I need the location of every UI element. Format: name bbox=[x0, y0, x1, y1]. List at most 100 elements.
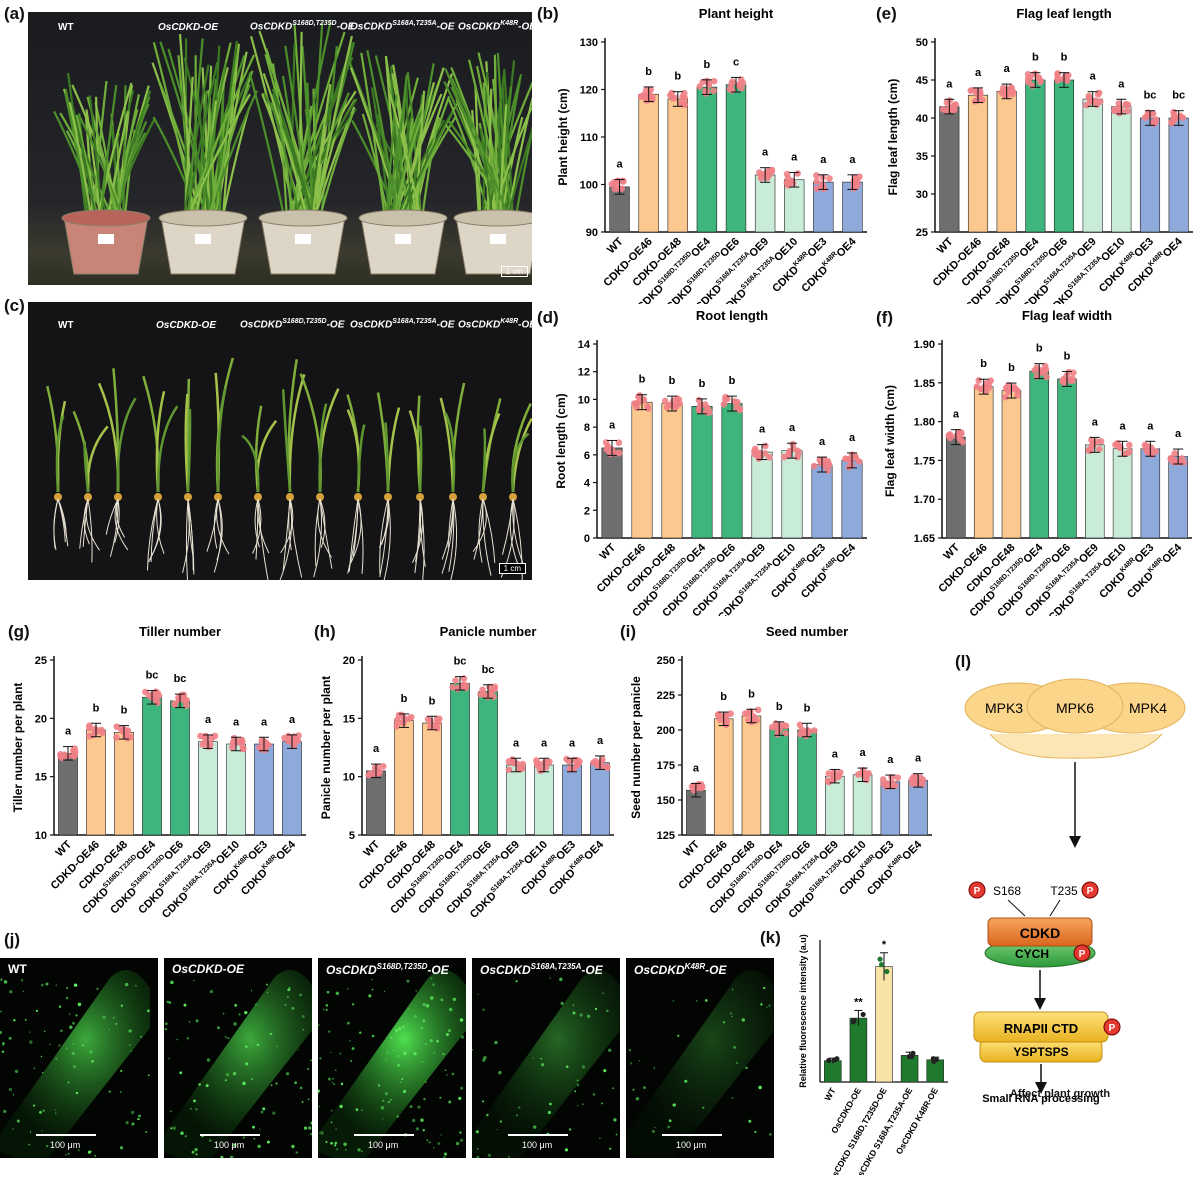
chart-e: Flag leaf length 25 30 35 40 45 50 Flag leaf le… bbox=[886, 6, 1193, 304]
fluorescent-spot bbox=[426, 1139, 429, 1141]
fluorescent-spot bbox=[343, 1142, 347, 1147]
root bbox=[257, 498, 269, 580]
label-c-k48r: OsCDKDK48R-OE bbox=[458, 318, 532, 331]
fluorescent-spot bbox=[476, 1155, 480, 1158]
fluorescent-spot bbox=[430, 977, 433, 980]
panel-letter-j: (j) bbox=[4, 930, 21, 949]
fluorescent-spot bbox=[396, 1115, 399, 1118]
fluorescent-spot bbox=[448, 1100, 452, 1104]
chart-e-point bbox=[1087, 96, 1094, 104]
fluorescent-spot bbox=[137, 1117, 140, 1121]
fluorescent-spot bbox=[430, 996, 434, 1000]
fluorescent-spot bbox=[318, 1105, 321, 1108]
fluorescent-spot bbox=[612, 1087, 614, 1090]
fluorescent-spot bbox=[287, 996, 289, 998]
fluorescent-spot bbox=[422, 1002, 426, 1006]
fluorescent-spot bbox=[69, 1025, 73, 1030]
p-s168-text: P bbox=[974, 886, 981, 897]
root bbox=[105, 498, 119, 535]
chart-d-ytick-label: 4 bbox=[584, 478, 591, 490]
root bbox=[254, 498, 260, 548]
fluorescent-spot bbox=[145, 1130, 148, 1133]
fluorescent-spot bbox=[55, 1057, 58, 1060]
fluorescent-spot bbox=[540, 1063, 545, 1067]
fluorescent-spot bbox=[549, 1102, 552, 1106]
fluorescent-spot bbox=[439, 1096, 442, 1099]
chart-f-ytick-label: 1.85 bbox=[914, 378, 935, 390]
fluorescent-spot bbox=[216, 1026, 221, 1030]
chart-g-point bbox=[61, 751, 68, 758]
chart-i-ytick-label: 225 bbox=[657, 690, 675, 702]
leaf-blade bbox=[297, 31, 303, 225]
chart-h-point bbox=[367, 770, 374, 777]
fluorescent-spot bbox=[487, 1153, 491, 1157]
panel-letter-e: (e) bbox=[876, 4, 897, 23]
chart-k-point bbox=[826, 1057, 832, 1064]
chart-d-sig-letter: a bbox=[789, 422, 796, 434]
chart-k-point bbox=[851, 1017, 857, 1024]
fluorescent-spot bbox=[667, 1125, 671, 1129]
fluorescent-spot bbox=[325, 1008, 328, 1012]
chart-d-point bbox=[661, 397, 669, 405]
fluorescent-spot bbox=[403, 1051, 407, 1056]
fluorescent-spot bbox=[386, 1051, 389, 1054]
fluorescent-spot bbox=[422, 1019, 426, 1023]
fluorescent-spot bbox=[380, 1106, 385, 1110]
chart-g-point bbox=[261, 746, 269, 754]
leaf-blade bbox=[493, 54, 499, 225]
leaf-blade bbox=[447, 97, 494, 225]
fluorescent-spot bbox=[355, 1108, 359, 1111]
chart-k-point bbox=[877, 956, 883, 962]
seedling-leaf bbox=[256, 419, 278, 493]
p-cych-circle bbox=[1073, 944, 1091, 962]
chart-b-sig-letter: b bbox=[704, 59, 711, 71]
chart-b-point bbox=[710, 77, 718, 85]
fluorescent-spot bbox=[733, 1046, 737, 1049]
chart-i-point bbox=[804, 727, 811, 734]
chart-d-point bbox=[851, 452, 859, 460]
root-tip-fluorescence bbox=[0, 970, 150, 1158]
label-a-s168a: OsCDKDS168A,T235A-OE bbox=[350, 20, 455, 33]
fluorescent-spot bbox=[532, 1125, 537, 1129]
chart-b-point bbox=[813, 177, 820, 185]
chart-h-bar-3 bbox=[450, 683, 470, 836]
fluorescent-spot bbox=[91, 1059, 94, 1063]
label-a-k48r: OsCDKDK48R-OE bbox=[458, 20, 532, 33]
chart-k-point bbox=[910, 1050, 916, 1056]
fluorescent-spot bbox=[440, 998, 444, 1002]
fluorescent-spot bbox=[330, 1121, 333, 1124]
fluorescent-spot bbox=[2, 1043, 5, 1046]
micro-oe: OsCDKD-OE 100 μm bbox=[164, 958, 312, 1158]
plants-illustration bbox=[53, 22, 532, 275]
chart-k-point bbox=[933, 1057, 940, 1063]
fluorescent-spot bbox=[415, 990, 418, 992]
chart-d-sig-letter: b bbox=[699, 378, 706, 390]
root bbox=[57, 498, 69, 547]
fluorescent-spot bbox=[684, 1079, 688, 1083]
fluorescent-spot bbox=[253, 1137, 256, 1140]
root bbox=[288, 498, 292, 551]
mpk3-label: MPK3 bbox=[985, 700, 1023, 716]
chart-e-point bbox=[950, 106, 958, 114]
chart-i-sig-letter: b bbox=[804, 702, 811, 714]
leaf-blade bbox=[312, 35, 353, 225]
fluorescent-spot bbox=[498, 1070, 502, 1075]
fluorescent-spot bbox=[135, 984, 137, 987]
fluorescent-spot bbox=[445, 1033, 449, 1037]
fluorescent-spot bbox=[339, 1052, 342, 1055]
fluorescent-spot bbox=[447, 1028, 452, 1033]
fluorescent-spot bbox=[318, 1024, 320, 1026]
chart-f-sig-letter: a bbox=[1119, 420, 1126, 432]
chart-b-point bbox=[671, 94, 679, 102]
chart-i-point bbox=[727, 710, 734, 718]
fluorescent-spot bbox=[29, 1031, 31, 1033]
chart-d-category-label: WT bbox=[598, 541, 619, 562]
root bbox=[156, 498, 165, 554]
fluorescent-spot bbox=[754, 1130, 757, 1133]
chart-b-point bbox=[813, 185, 821, 193]
fluorescent-spot bbox=[183, 1003, 187, 1007]
leaf-blade bbox=[198, 62, 227, 225]
chart-d-point bbox=[676, 400, 684, 407]
fluorescent-spot bbox=[113, 1016, 115, 1019]
chart-b-sig-letter: a bbox=[762, 147, 769, 159]
